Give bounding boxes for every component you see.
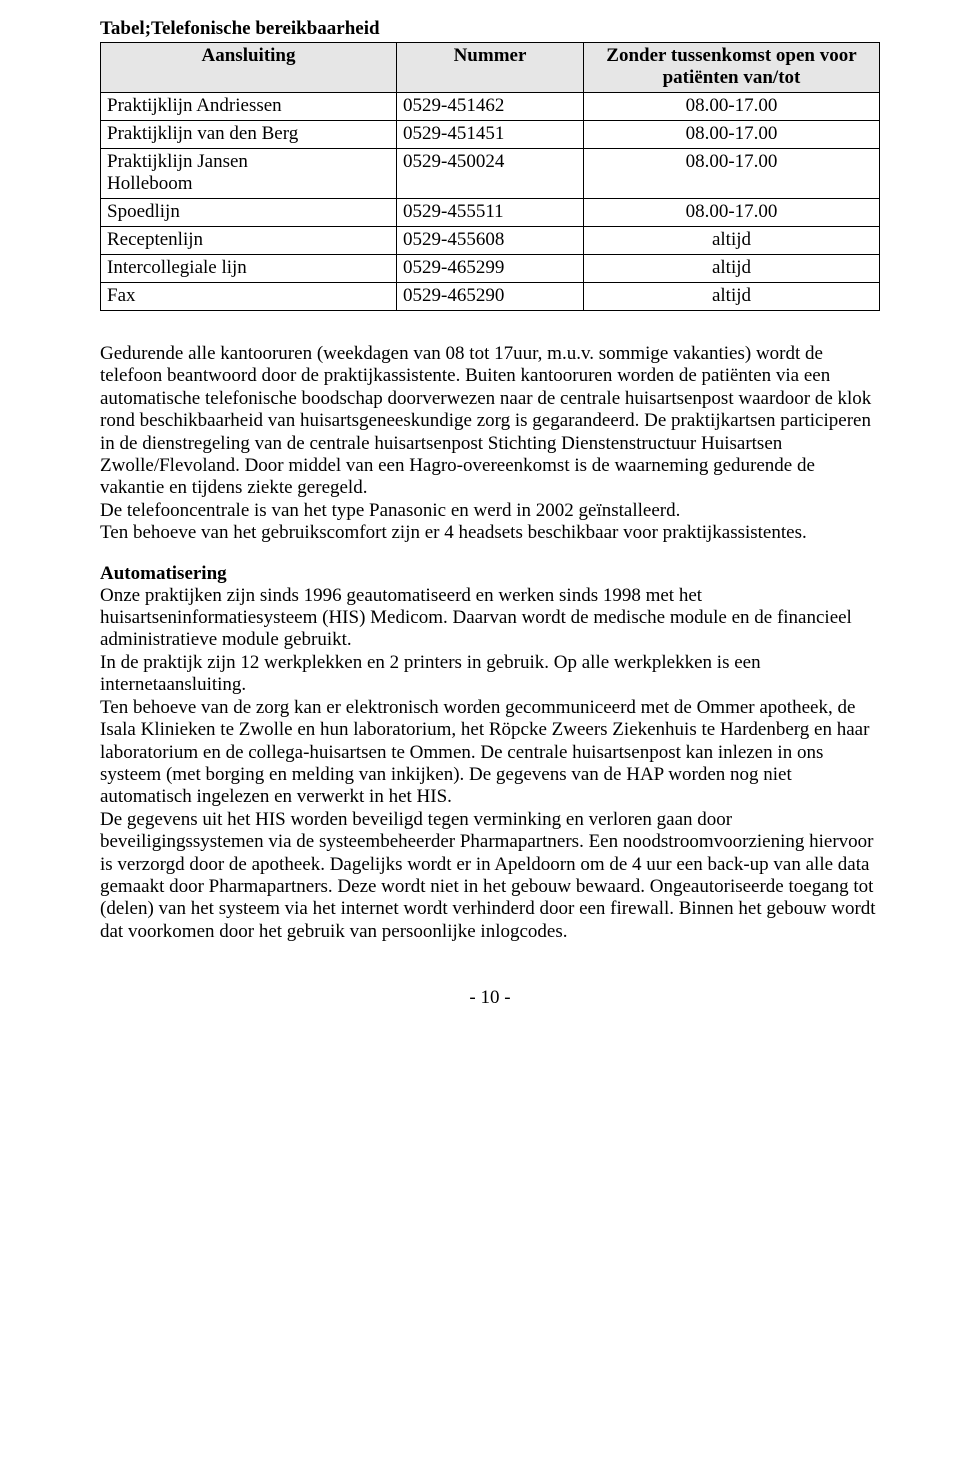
cell-open: altijd [583, 283, 879, 311]
table-header-open: Zonder tussenkomst open voor patiënten v… [583, 43, 879, 93]
cell-nummer: 0529-450024 [397, 149, 584, 199]
table-row: Intercollegiale lijn 0529-465299 altijd [101, 255, 880, 283]
cell-nummer: 0529-455608 [397, 227, 584, 255]
table-row: Praktijklijn Jansen Holleboom 0529-45002… [101, 149, 880, 199]
phone-table: Aansluiting Nummer Zonder tussenkomst op… [100, 42, 880, 311]
body-paragraph: Onze praktijken zijn sinds 1996 geautoma… [100, 585, 880, 652]
table-row: Receptenlijn 0529-455608 altijd [101, 227, 880, 255]
cell-aansluiting: Receptenlijn [101, 227, 397, 255]
cell-open: 08.00-17.00 [583, 121, 879, 149]
table-caption: Tabel;Telefonische bereikbaarheid [100, 18, 880, 40]
cell-nummer: 0529-451462 [397, 93, 584, 121]
body-paragraph: Ten behoeve van de zorg kan er elektroni… [100, 697, 880, 809]
body-paragraph: Gedurende alle kantooruren (weekdagen va… [100, 343, 880, 500]
table-header-nummer: Nummer [397, 43, 584, 93]
cell-open: altijd [583, 255, 879, 283]
cell-aansluiting: Praktijklijn Andriessen [101, 93, 397, 121]
body-paragraph: De telefooncentrale is van het type Pana… [100, 500, 880, 522]
cell-aansluiting: Fax [101, 283, 397, 311]
body-paragraph: Ten behoeve van het gebruikscomfort zijn… [100, 522, 880, 544]
cell-nummer: 0529-451451 [397, 121, 584, 149]
cell-nummer: 0529-455511 [397, 199, 584, 227]
cell-aansluiting: Intercollegiale lijn [101, 255, 397, 283]
table-row: Spoedlijn 0529-455511 08.00-17.00 [101, 199, 880, 227]
cell-open: 08.00-17.00 [583, 93, 879, 121]
body-paragraph: De gegevens uit het HIS worden beveiligd… [100, 809, 880, 943]
cell-open: altijd [583, 227, 879, 255]
section-heading-automatisering: Automatisering [100, 563, 880, 585]
cell-nummer: 0529-465290 [397, 283, 584, 311]
table-header-aansluiting: Aansluiting [101, 43, 397, 93]
table-header-row: Aansluiting Nummer Zonder tussenkomst op… [101, 43, 880, 93]
cell-open: 08.00-17.00 [583, 149, 879, 199]
page: Tabel;Telefonische bereikbaarheid Aanslu… [0, 0, 960, 1049]
cell-open: 08.00-17.00 [583, 199, 879, 227]
table-row: Praktijklijn Andriessen 0529-451462 08.0… [101, 93, 880, 121]
table-row: Fax 0529-465290 altijd [101, 283, 880, 311]
body-paragraph: In de praktijk zijn 12 werkplekken en 2 … [100, 652, 880, 697]
page-number: - 10 - [100, 987, 880, 1009]
cell-nummer: 0529-465299 [397, 255, 584, 283]
cell-aansluiting: Praktijklijn Jansen Holleboom [101, 149, 397, 199]
cell-aansluiting: Praktijklijn van den Berg [101, 121, 397, 149]
table-row: Praktijklijn van den Berg 0529-451451 08… [101, 121, 880, 149]
cell-aansluiting: Spoedlijn [101, 199, 397, 227]
